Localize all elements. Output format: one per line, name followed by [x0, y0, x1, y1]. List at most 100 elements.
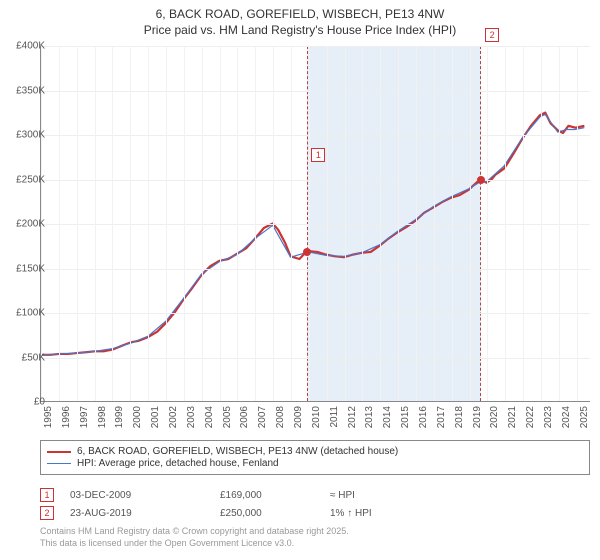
x-gridline	[148, 46, 149, 401]
legend-row: 6, BACK ROAD, GOREFIELD, WISBECH, PE13 4…	[47, 446, 583, 457]
x-tick-label: 1996	[61, 406, 72, 428]
x-gridline	[398, 46, 399, 401]
x-tick-label: 1997	[79, 406, 90, 428]
y-tick-label: £200K	[16, 219, 45, 230]
sale-price: £250,000	[220, 508, 330, 519]
x-gridline	[112, 46, 113, 401]
title-subtitle: Price paid vs. HM Land Registry's House …	[8, 22, 592, 38]
sale-vs-hpi: 1% ↑ HPI	[330, 508, 590, 519]
y-gridline	[41, 358, 590, 359]
y-tick-label: £400K	[16, 41, 45, 52]
x-gridline	[345, 46, 346, 401]
x-tick-label: 2007	[257, 406, 268, 428]
sales-table: 1 03-DEC-2009£169,000≈ HPI 2 23-AUG-2019£25…	[40, 486, 590, 522]
x-gridline	[77, 46, 78, 401]
x-tick-label: 2015	[400, 406, 411, 428]
x-tick-label: 2024	[561, 406, 572, 428]
x-tick-label: 2010	[311, 406, 322, 428]
x-tick-label: 2003	[186, 406, 197, 428]
legend-swatch	[47, 451, 71, 453]
x-gridline	[523, 46, 524, 401]
y-tick-label: £150K	[16, 263, 45, 274]
y-tick-label: £250K	[16, 174, 45, 185]
x-gridline	[434, 46, 435, 401]
x-gridline	[202, 46, 203, 401]
x-gridline	[416, 46, 417, 401]
x-gridline	[577, 46, 578, 401]
x-tick-label: 2009	[293, 406, 304, 428]
legend-row: HPI: Average price, detached house, Fenl…	[47, 458, 583, 469]
x-tick-label: 2014	[382, 406, 393, 428]
x-tick-label: 1995	[43, 406, 54, 428]
y-gridline	[41, 224, 590, 225]
x-gridline	[220, 46, 221, 401]
y-tick-label: £100K	[16, 308, 45, 319]
x-tick-label: 2012	[347, 406, 358, 428]
y-tick-label: £50K	[22, 352, 45, 363]
plot-area: 12	[40, 46, 590, 402]
y-gridline	[41, 269, 590, 270]
x-gridline	[559, 46, 560, 401]
x-tick-label: 2013	[364, 406, 375, 428]
sale-marker-box: 2	[485, 28, 499, 42]
x-gridline	[237, 46, 238, 401]
x-gridline	[273, 46, 274, 401]
chart-title-block: 6, BACK ROAD, GOREFIELD, WISBECH, PE13 4…	[0, 0, 600, 40]
x-gridline	[452, 46, 453, 401]
x-tick-label: 2004	[204, 406, 215, 428]
x-gridline	[255, 46, 256, 401]
x-tick-label: 2018	[454, 406, 465, 428]
sale-date: 23-AUG-2019	[70, 508, 220, 519]
sale-dot	[477, 176, 485, 184]
x-gridline	[362, 46, 363, 401]
x-tick-label: 2001	[150, 406, 161, 428]
sale-marker-icon: 2	[40, 506, 54, 520]
x-tick-label: 2025	[579, 406, 590, 428]
y-gridline	[41, 46, 590, 47]
y-gridline	[41, 91, 590, 92]
attribution-footer: Contains HM Land Registry data © Crown c…	[40, 526, 590, 549]
x-tick-label: 2000	[132, 406, 143, 428]
x-gridline	[291, 46, 292, 401]
sale-vs-hpi: ≈ HPI	[330, 490, 590, 501]
x-tick-label: 2023	[543, 406, 554, 428]
x-tick-label: 2005	[222, 406, 233, 428]
x-gridline	[541, 46, 542, 401]
x-tick-label: 2022	[525, 406, 536, 428]
x-gridline	[59, 46, 60, 401]
chart-container: 6, BACK ROAD, GOREFIELD, WISBECH, PE13 4…	[0, 0, 600, 560]
x-gridline	[327, 46, 328, 401]
x-tick-label: 2016	[418, 406, 429, 428]
sale-marker-icon: 1	[40, 488, 54, 502]
y-gridline	[41, 180, 590, 181]
x-gridline	[184, 46, 185, 401]
x-tick-label: 1999	[114, 406, 125, 428]
x-tick-label: 2017	[436, 406, 447, 428]
sale-price: £169,000	[220, 490, 330, 501]
y-tick-label: £350K	[16, 85, 45, 96]
x-gridline	[470, 46, 471, 401]
footer-line1: Contains HM Land Registry data © Crown c…	[40, 526, 590, 538]
y-gridline	[41, 313, 590, 314]
x-gridline	[380, 46, 381, 401]
sale-dot	[303, 248, 311, 256]
x-tick-label: 2002	[168, 406, 179, 428]
y-tick-label: £300K	[16, 130, 45, 141]
x-gridline	[505, 46, 506, 401]
sales-row: 1 03-DEC-2009£169,000≈ HPI	[40, 486, 590, 504]
legend-box: 6, BACK ROAD, GOREFIELD, WISBECH, PE13 4…	[40, 440, 590, 475]
sale-date: 03-DEC-2009	[70, 490, 220, 501]
x-tick-label: 2019	[472, 406, 483, 428]
title-address: 6, BACK ROAD, GOREFIELD, WISBECH, PE13 4…	[8, 6, 592, 22]
x-tick-label: 2021	[507, 406, 518, 428]
legend-label: HPI: Average price, detached house, Fenl…	[77, 458, 279, 469]
x-tick-label: 1998	[97, 406, 108, 428]
x-tick-label: 2006	[239, 406, 250, 428]
legend-label: 6, BACK ROAD, GOREFIELD, WISBECH, PE13 4…	[77, 446, 398, 457]
y-gridline	[41, 135, 590, 136]
x-tick-label: 2020	[489, 406, 500, 428]
x-gridline	[166, 46, 167, 401]
x-gridline	[487, 46, 488, 401]
legend-swatch	[47, 463, 71, 464]
sale-marker-box: 1	[311, 148, 325, 162]
